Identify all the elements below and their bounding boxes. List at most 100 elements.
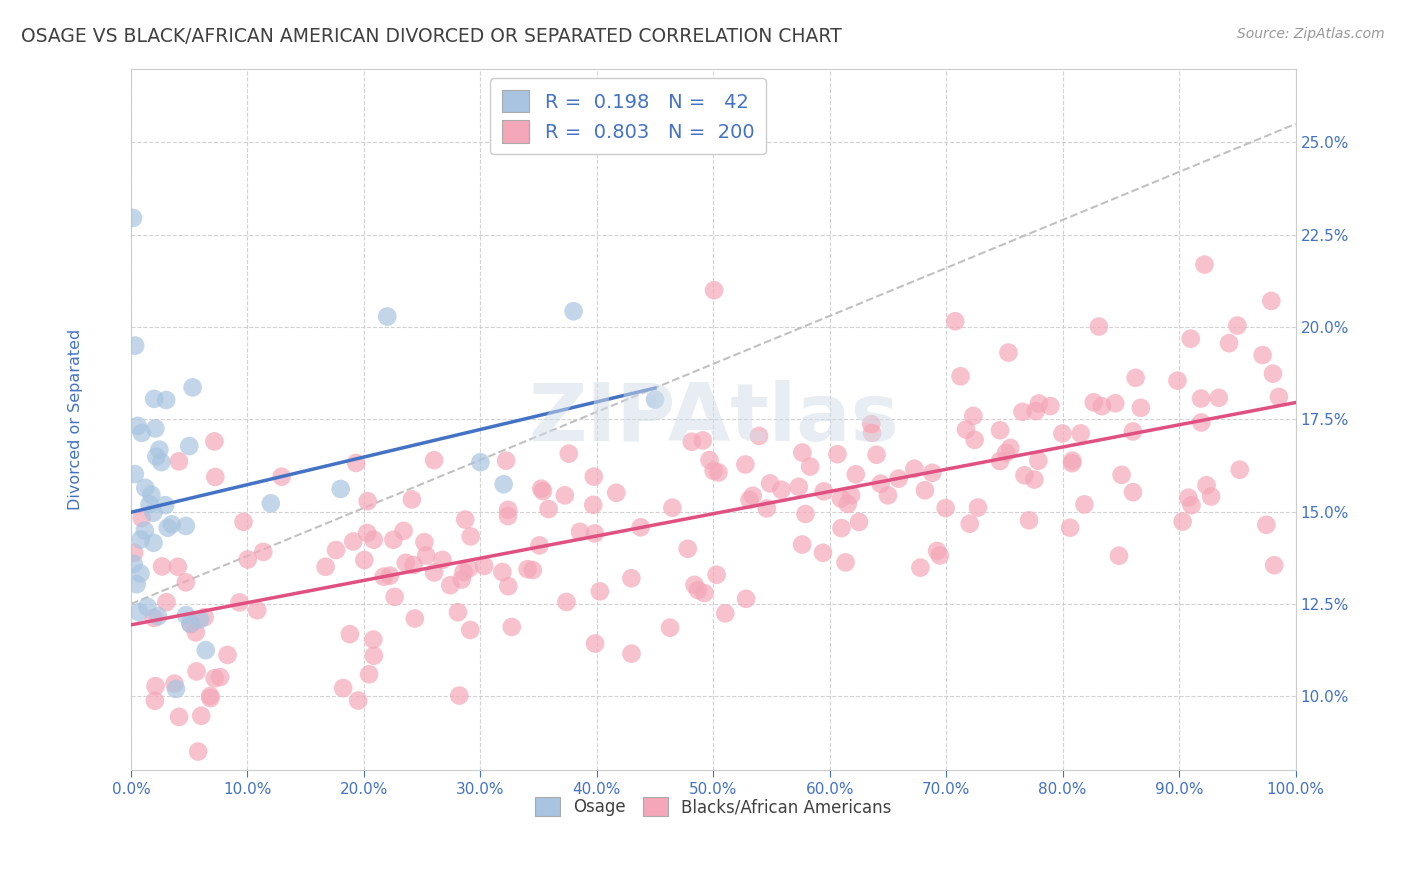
- Point: [1014, 468, 1036, 483]
- Point: [492, 477, 515, 491]
- Point: [180, 617, 202, 632]
- Point: [457, 561, 479, 575]
- Point: [174, 608, 197, 623]
- Point: [1180, 498, 1202, 512]
- Point: [1256, 517, 1278, 532]
- Point: [583, 636, 606, 650]
- Point: [839, 488, 862, 502]
- Point: [122, 557, 145, 571]
- Point: [375, 310, 398, 324]
- Point: [988, 454, 1011, 468]
- Point: [1011, 405, 1033, 419]
- Point: [155, 392, 177, 407]
- Point: [131, 511, 153, 525]
- Point: [799, 459, 821, 474]
- Point: [453, 565, 475, 579]
- Point: [252, 545, 274, 559]
- Point: [128, 605, 150, 619]
- Point: [738, 492, 761, 507]
- Point: [143, 392, 166, 406]
- Point: [830, 521, 852, 535]
- Point: [125, 577, 148, 591]
- Point: [703, 464, 725, 478]
- Point: [676, 541, 699, 556]
- Point: [1125, 371, 1147, 385]
- Point: [530, 482, 553, 496]
- Point: [1194, 258, 1216, 272]
- Point: [415, 549, 437, 563]
- Point: [181, 380, 204, 394]
- Point: [630, 520, 652, 534]
- Point: [432, 553, 454, 567]
- Point: [1229, 463, 1251, 477]
- Point: [134, 481, 156, 495]
- Point: [1171, 515, 1194, 529]
- Point: [955, 423, 977, 437]
- Point: [1189, 416, 1212, 430]
- Point: [555, 595, 578, 609]
- Point: [995, 446, 1018, 460]
- Point: [1263, 558, 1285, 573]
- Point: [232, 515, 254, 529]
- Point: [877, 488, 900, 502]
- Point: [136, 599, 159, 614]
- Point: [703, 283, 725, 297]
- Point: [127, 418, 149, 433]
- Point: [129, 566, 152, 581]
- Point: [686, 583, 709, 598]
- Text: ZIPAtlas: ZIPAtlas: [527, 380, 898, 458]
- Point: [1039, 399, 1062, 413]
- Point: [845, 467, 868, 482]
- Point: [903, 461, 925, 475]
- Point: [935, 501, 957, 516]
- Point: [491, 565, 513, 579]
- Point: [142, 611, 165, 625]
- Point: [167, 454, 190, 468]
- Point: [447, 605, 470, 619]
- Point: [1083, 395, 1105, 409]
- Point: [1028, 454, 1050, 468]
- Point: [204, 470, 226, 484]
- Point: [200, 691, 222, 706]
- Point: [329, 482, 352, 496]
- Point: [531, 484, 554, 499]
- Point: [498, 579, 520, 593]
- Point: [146, 609, 169, 624]
- Point: [395, 556, 418, 570]
- Point: [1028, 396, 1050, 410]
- Point: [865, 448, 887, 462]
- Point: [792, 537, 814, 551]
- Text: Source: ZipAtlas.com: Source: ZipAtlas.com: [1237, 27, 1385, 41]
- Point: [1070, 426, 1092, 441]
- Point: [537, 502, 560, 516]
- Point: [787, 480, 810, 494]
- Point: [1226, 318, 1249, 333]
- Point: [194, 643, 217, 657]
- Point: [186, 665, 208, 679]
- Point: [325, 543, 347, 558]
- Point: [342, 534, 364, 549]
- Point: [145, 421, 167, 435]
- Point: [1177, 491, 1199, 505]
- Point: [529, 538, 551, 552]
- Point: [582, 498, 605, 512]
- Point: [143, 694, 166, 708]
- Point: [589, 584, 612, 599]
- Point: [131, 425, 153, 440]
- Point: [794, 507, 817, 521]
- Point: [1122, 425, 1144, 439]
- Point: [834, 555, 856, 569]
- Point: [217, 648, 239, 662]
- Point: [270, 469, 292, 483]
- Point: [921, 466, 943, 480]
- Point: [1129, 401, 1152, 415]
- Point: [458, 623, 481, 637]
- Point: [1218, 336, 1240, 351]
- Point: [860, 417, 883, 431]
- Point: [141, 488, 163, 502]
- Point: [472, 559, 495, 574]
- Point: [1260, 293, 1282, 308]
- Point: [413, 535, 436, 549]
- Point: [1088, 319, 1111, 334]
- Point: [1000, 441, 1022, 455]
